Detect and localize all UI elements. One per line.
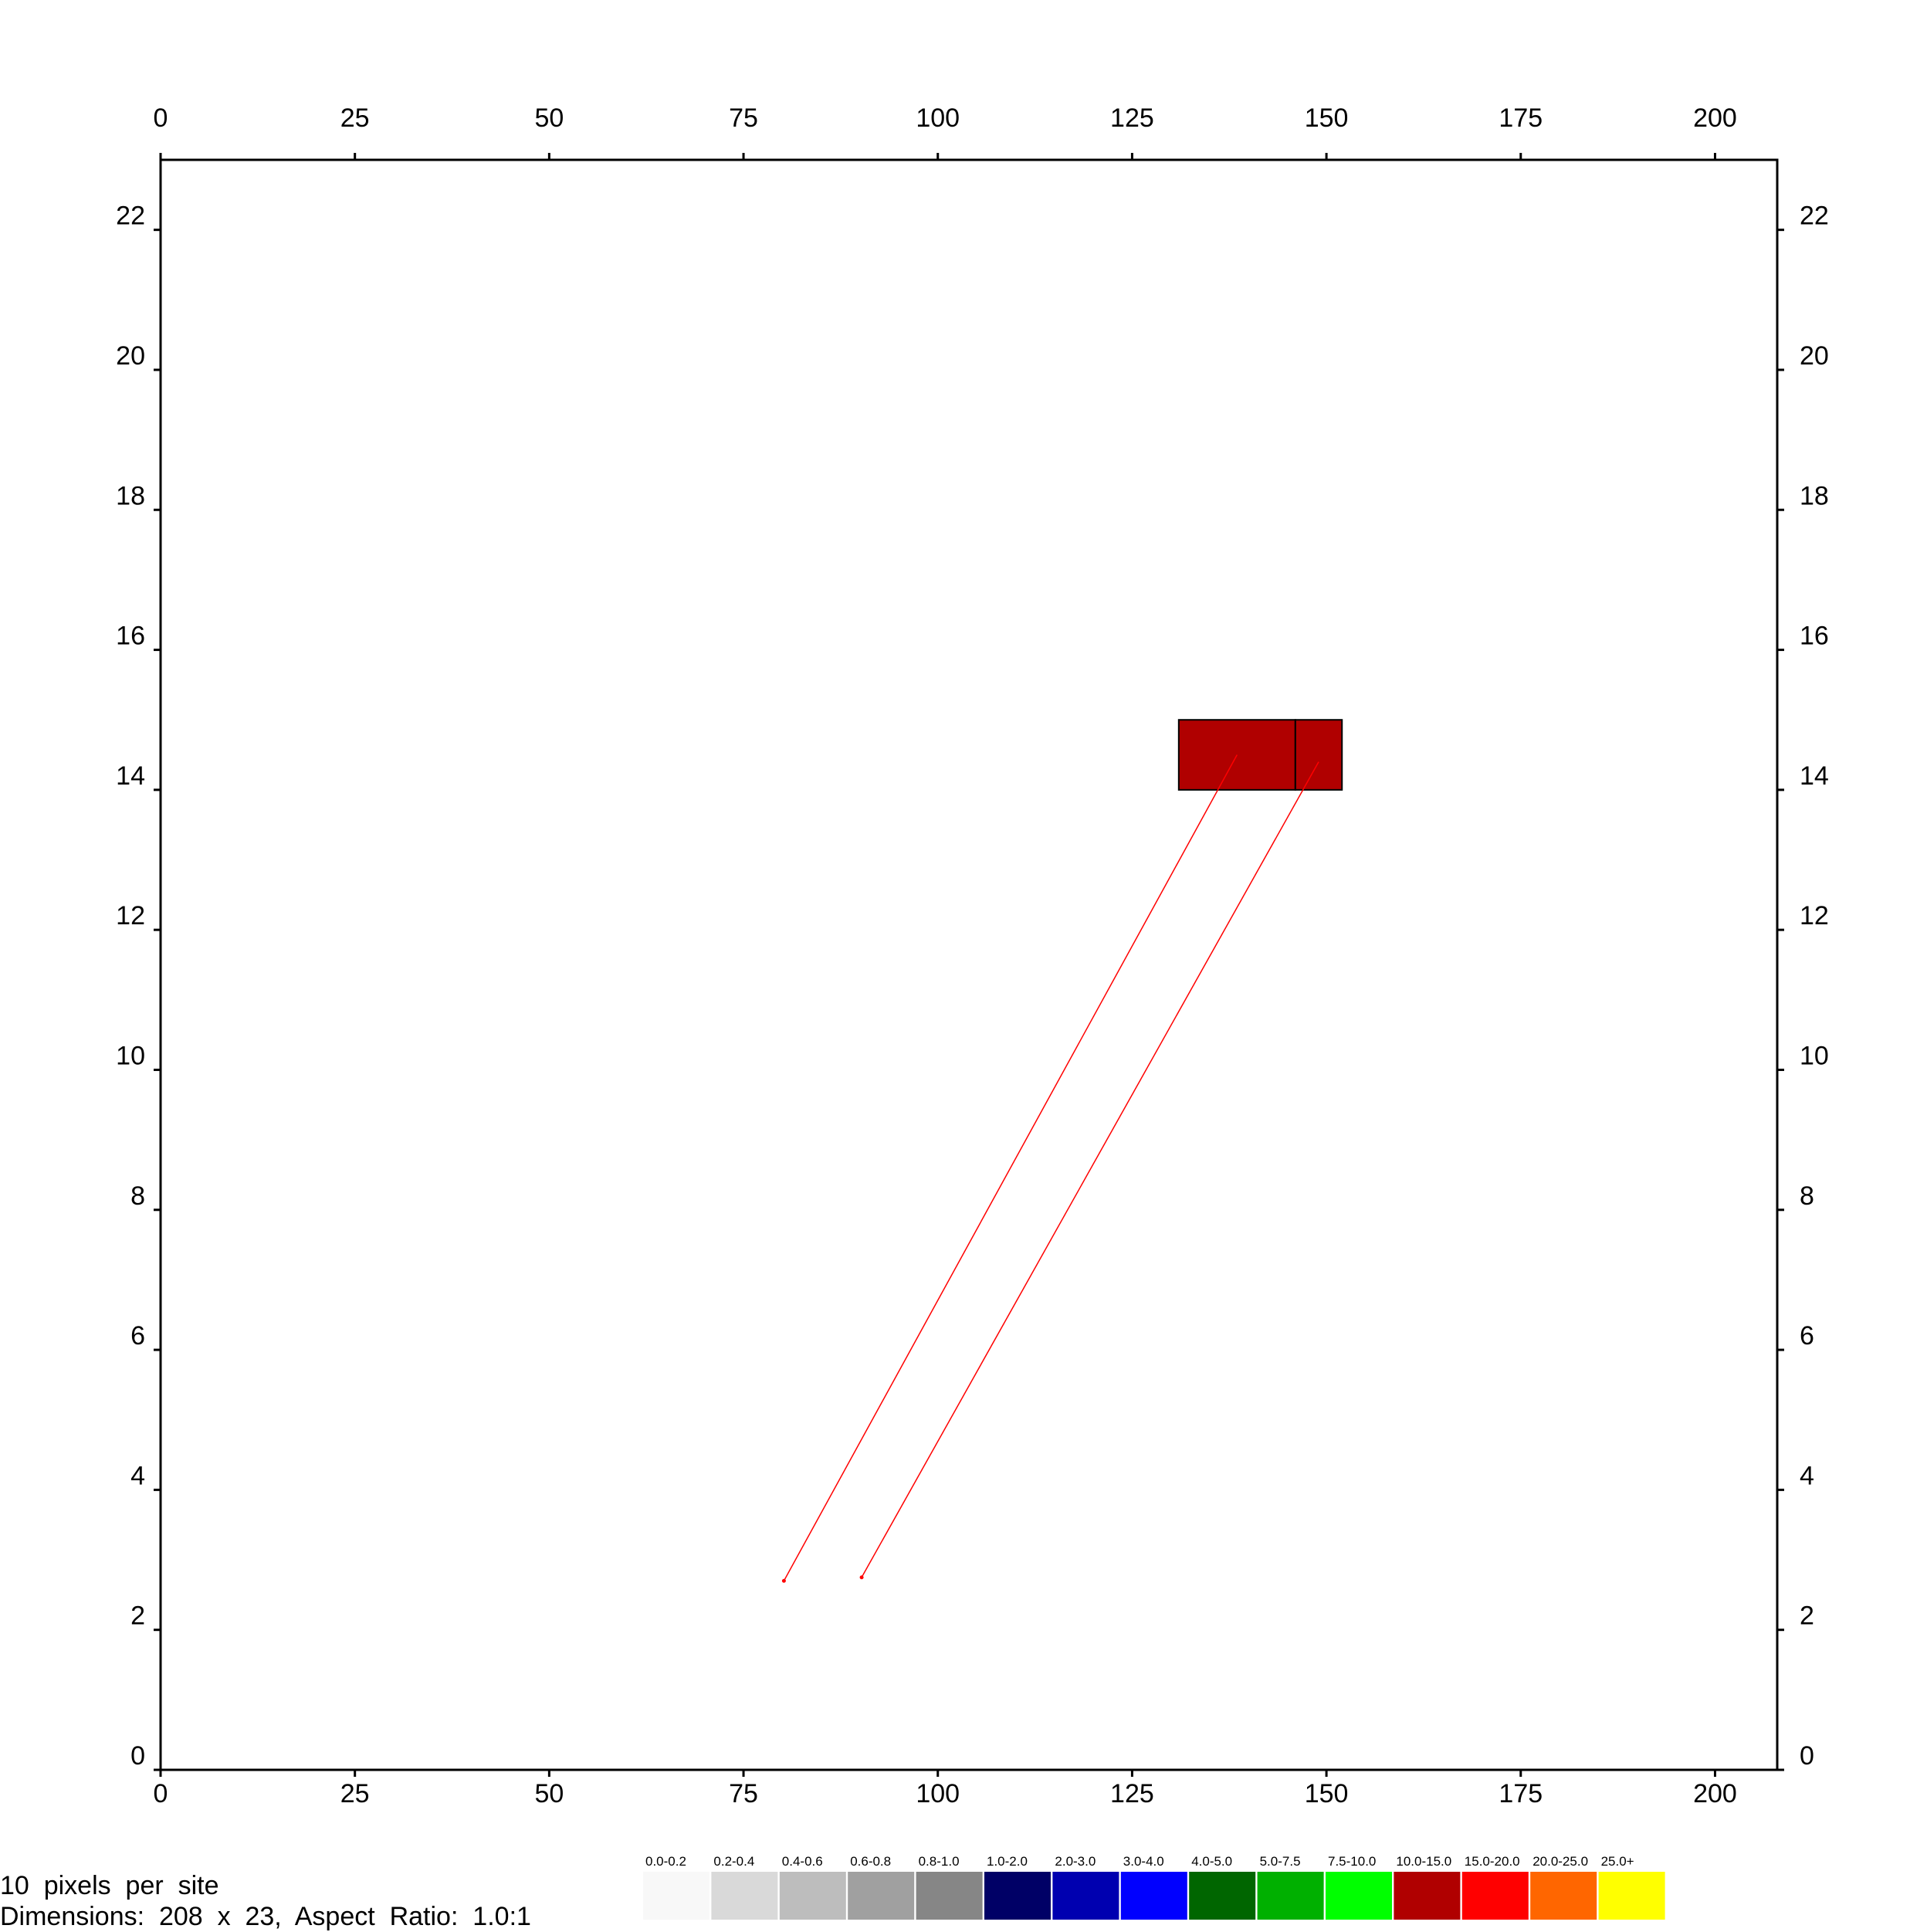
legend-label: 0.4-0.6 <box>782 1854 823 1869</box>
y-tick-label-left: 10 <box>116 1041 145 1070</box>
legend-label: 5.0-7.5 <box>1260 1854 1301 1869</box>
legend-swatch <box>1461 1872 1529 1920</box>
x-tick-label-bottom: 75 <box>729 1779 758 1808</box>
color-legend: 0.0-0.2 0.2-0.4 0.4-0.6 0.6-0.8 0.8-1.0 1.0-2… <box>643 1854 1665 1920</box>
trace-line <box>783 754 1238 1581</box>
trace-lines <box>781 754 1319 1583</box>
legend-label: 0.0-0.2 <box>645 1854 686 1869</box>
y-tick-label-left: 16 <box>116 622 145 651</box>
legend-label: 20.0-25.0 <box>1532 1854 1588 1869</box>
x-tick-label-top: 0 <box>154 103 168 133</box>
x-tick-label-bottom: 150 <box>1305 1779 1349 1808</box>
y-tick-label-right: 20 <box>1800 341 1829 371</box>
y-tick-label-left: 12 <box>116 901 145 930</box>
y-tick-label-right: 4 <box>1800 1461 1814 1490</box>
x-tick-label-bottom: 100 <box>916 1779 960 1808</box>
legend-label: 10.0-15.0 <box>1396 1854 1451 1869</box>
legend-label: 1.0-2.0 <box>987 1854 1028 1869</box>
y-tick-label-right: 16 <box>1800 622 1829 651</box>
legend-label: 0.8-1.0 <box>919 1854 960 1869</box>
trace-start-point <box>859 1575 864 1580</box>
x-tick-label-top: 175 <box>1499 103 1543 133</box>
y-tick-label-right: 10 <box>1800 1041 1829 1070</box>
legend-label: 2.0-3.0 <box>1055 1854 1096 1869</box>
legend-swatch <box>711 1872 778 1920</box>
y-tick-label-left: 18 <box>116 481 145 510</box>
trace-line <box>861 761 1319 1578</box>
y-tick-label-right: 12 <box>1800 901 1829 930</box>
x-tick-label-bottom: 50 <box>534 1779 564 1808</box>
x-tick-label-top: 50 <box>534 103 564 133</box>
x-tick-label-top: 200 <box>1693 103 1737 133</box>
legend-label: 3.0-4.0 <box>1123 1854 1164 1869</box>
legend-label: 25.0+ <box>1601 1854 1634 1869</box>
legend-swatch <box>1120 1872 1187 1920</box>
legend-swatch <box>779 1872 846 1920</box>
legend-label: 0.2-0.4 <box>713 1854 754 1869</box>
legend-swatch <box>1598 1872 1665 1920</box>
y-tick-label-right: 2 <box>1800 1602 1814 1631</box>
legend-swatch <box>1394 1872 1461 1920</box>
x-tick-label-top: 125 <box>1110 103 1154 133</box>
x-tick-label-bottom: 125 <box>1110 1779 1154 1808</box>
heatmap-cell <box>1294 719 1343 791</box>
legend-swatch <box>643 1872 710 1920</box>
heatmap-cells <box>1177 719 1343 791</box>
y-tick-label-right: 18 <box>1800 481 1829 510</box>
x-tick-label-bottom: 200 <box>1693 1779 1737 1808</box>
y-tick-label-left: 6 <box>130 1321 145 1351</box>
x-tick-label-top: 100 <box>916 103 960 133</box>
plot-area <box>159 158 1779 1771</box>
y-tick-label-left: 14 <box>116 761 145 791</box>
legend-swatch <box>1257 1872 1324 1920</box>
dimensions-text: Dimensions: 208 x 23, Aspect Ratio: 1.0:… <box>0 1902 531 1931</box>
y-tick-label-left: 20 <box>116 341 145 371</box>
legend-label: 7.5-10.0 <box>1328 1854 1376 1869</box>
y-tick-label-right: 22 <box>1800 202 1829 231</box>
axis-ticks: 0025255050757510010012512515015017517520… <box>116 103 1829 1808</box>
trace-start-point <box>781 1578 786 1583</box>
legend-swatch <box>1052 1872 1119 1920</box>
y-tick-label-right: 6 <box>1800 1321 1814 1351</box>
legend-swatch <box>1189 1872 1256 1920</box>
legend-swatch <box>1326 1872 1392 1920</box>
legend-label: 4.0-5.0 <box>1191 1854 1232 1869</box>
y-tick-label-left: 8 <box>130 1181 145 1211</box>
y-tick-label-left: 22 <box>116 202 145 231</box>
legend-swatch <box>1530 1872 1597 1920</box>
x-tick-label-bottom: 175 <box>1499 1779 1543 1808</box>
x-tick-label-top: 75 <box>729 103 758 133</box>
x-tick-label-top: 150 <box>1305 103 1349 133</box>
y-tick-label-right: 0 <box>1800 1741 1814 1771</box>
legend-swatch <box>984 1872 1051 1920</box>
x-tick-label-top: 25 <box>340 103 370 133</box>
x-tick-label-bottom: 25 <box>340 1779 370 1808</box>
y-tick-label-left: 2 <box>130 1602 145 1631</box>
y-tick-label-right: 14 <box>1800 761 1829 791</box>
y-tick-label-left: 0 <box>130 1741 145 1771</box>
legend-label: 0.6-0.8 <box>850 1854 891 1869</box>
legend-label: 15.0-20.0 <box>1465 1854 1520 1869</box>
y-tick-label-left: 4 <box>130 1461 145 1490</box>
y-tick-label-right: 8 <box>1800 1181 1814 1211</box>
x-tick-label-bottom: 0 <box>154 1779 168 1808</box>
resolution-text: 10 pixels per site <box>0 1871 219 1900</box>
legend-swatch <box>848 1872 915 1920</box>
legend-swatch <box>916 1872 983 1920</box>
